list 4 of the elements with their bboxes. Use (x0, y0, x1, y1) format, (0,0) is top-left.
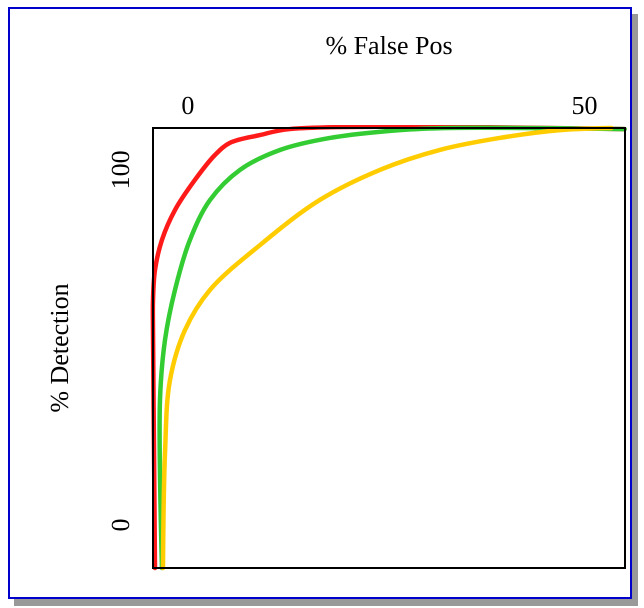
y-tick-label: 100 (106, 150, 135, 190)
x-axis-title: % False Pos (325, 31, 453, 60)
y-axis-title: % Detection (45, 283, 74, 413)
x-tick-label: 50 (572, 91, 598, 120)
